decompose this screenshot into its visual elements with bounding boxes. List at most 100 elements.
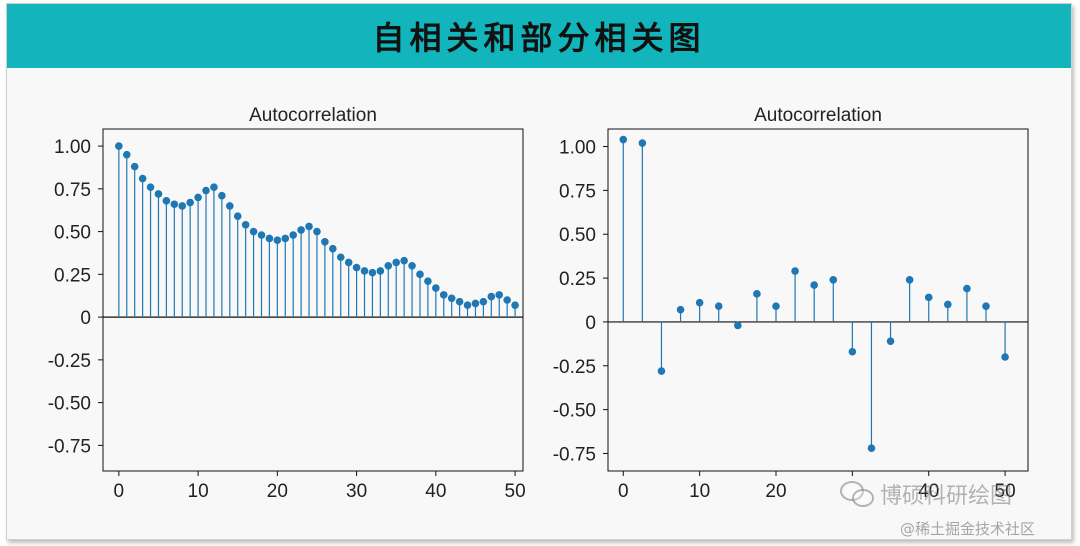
y-tick-label: -0.25 — [48, 351, 91, 372]
stem-marker — [1001, 353, 1009, 361]
stem-marker — [249, 227, 258, 236]
x-tick-label: 10 — [188, 481, 209, 502]
stem-marker — [924, 293, 933, 302]
y-tick-label: 1.00 — [54, 137, 91, 158]
stem-marker — [963, 284, 971, 293]
stem-marker — [329, 244, 337, 253]
stem-marker — [210, 183, 218, 191]
axes-frame — [102, 128, 524, 472]
stem-marker — [257, 231, 266, 239]
y-tick-label: -0.75 — [553, 444, 596, 465]
stem-marker — [455, 297, 464, 306]
credit-text: @稀土掘金技术社区 — [900, 520, 1036, 538]
stem-marker — [384, 262, 393, 270]
stem-marker — [360, 267, 369, 275]
stem-marker — [424, 277, 432, 285]
x-tick-label: 30 — [346, 481, 367, 502]
stem-marker — [321, 238, 329, 246]
chart-title: Autocorrelation — [249, 105, 377, 126]
stem-marker — [416, 270, 424, 279]
stem-marker — [273, 236, 282, 244]
stem-marker — [289, 231, 297, 239]
stem-marker — [281, 234, 290, 243]
stem-marker — [202, 186, 210, 195]
stem-marker — [432, 284, 440, 292]
stem-marker — [352, 263, 361, 272]
stem-marker — [241, 220, 250, 229]
y-tick-label: 0 — [585, 313, 596, 334]
stem-marker — [305, 222, 313, 231]
stem-marker — [233, 212, 242, 221]
watermark-text: 博硕科研绘图 — [880, 484, 1013, 509]
stem-marker — [265, 234, 274, 243]
stem-marker — [392, 258, 401, 267]
y-tick-label: -0.50 — [48, 394, 91, 415]
y-tick-label: 0 — [80, 308, 91, 329]
stem-marker — [162, 197, 171, 205]
slide: 自相关和部分相关图 — [6, 3, 1072, 540]
stem-marker — [368, 268, 377, 277]
stem-marker — [130, 162, 139, 171]
stem-marker — [791, 267, 799, 275]
stem-marker — [714, 302, 723, 310]
x-tick-label: 40 — [425, 481, 446, 502]
stem-marker — [178, 202, 187, 210]
stem-marker — [867, 444, 876, 453]
stem-marker — [753, 290, 761, 298]
stem-marker — [479, 297, 488, 306]
x-tick-label: 10 — [689, 481, 710, 502]
stem-marker — [225, 202, 234, 210]
y-tick-label: 0.25 — [559, 269, 596, 290]
x-tick-label: 50 — [995, 481, 1016, 502]
page-title: 自相关和部分相关图 — [372, 19, 706, 57]
stem-marker — [447, 294, 456, 303]
stem-marker — [400, 256, 408, 265]
stem-marker — [495, 291, 504, 299]
stem-marker — [619, 135, 628, 144]
stem-marker — [138, 174, 147, 183]
stem-marker — [982, 302, 990, 310]
x-tick-label: 40 — [918, 481, 939, 502]
stem-marker — [772, 302, 780, 310]
stem-marker — [439, 291, 448, 299]
stem-marker — [186, 198, 194, 207]
y-tick-label: 0.75 — [54, 180, 91, 201]
stem-marker — [503, 296, 511, 304]
y-tick-label: 1.00 — [559, 138, 596, 159]
stem-marker — [829, 276, 838, 284]
stem-marker — [146, 183, 155, 191]
stem-marker — [734, 321, 742, 330]
stem-marker — [344, 258, 353, 267]
stem-marker — [848, 347, 857, 356]
y-tick-label: -0.25 — [553, 357, 596, 378]
stem-marker — [170, 200, 179, 209]
stem-marker — [886, 337, 895, 346]
stem-marker — [313, 227, 321, 236]
y-tick-label: 0.50 — [559, 225, 596, 246]
stem-marker — [408, 262, 416, 270]
stem-marker — [336, 253, 345, 262]
y-tick-label: 0.25 — [54, 265, 91, 286]
stem-marker — [297, 226, 305, 234]
y-tick-label: -0.75 — [48, 436, 91, 457]
stem-marker — [154, 190, 163, 198]
stem-marker — [487, 292, 496, 301]
stem-marker — [676, 305, 685, 314]
x-tick-label: 20 — [765, 481, 786, 502]
stem-marker — [905, 276, 914, 284]
stem-marker — [463, 301, 472, 309]
stem-marker — [194, 193, 202, 202]
stem-marker — [944, 300, 952, 309]
x-tick-label: 20 — [267, 481, 288, 502]
stem-marker — [115, 142, 123, 150]
y-tick-label: -0.50 — [553, 401, 596, 422]
axes-frame — [607, 128, 1029, 472]
title-banner: 自相关和部分相关图 — [7, 4, 1071, 68]
chart-title: Autocorrelation — [754, 105, 882, 126]
x-tick-label: 50 — [505, 481, 526, 502]
wechat-icon — [840, 481, 874, 507]
y-tick-label: 0.75 — [559, 181, 596, 202]
stem-marker — [810, 281, 818, 289]
